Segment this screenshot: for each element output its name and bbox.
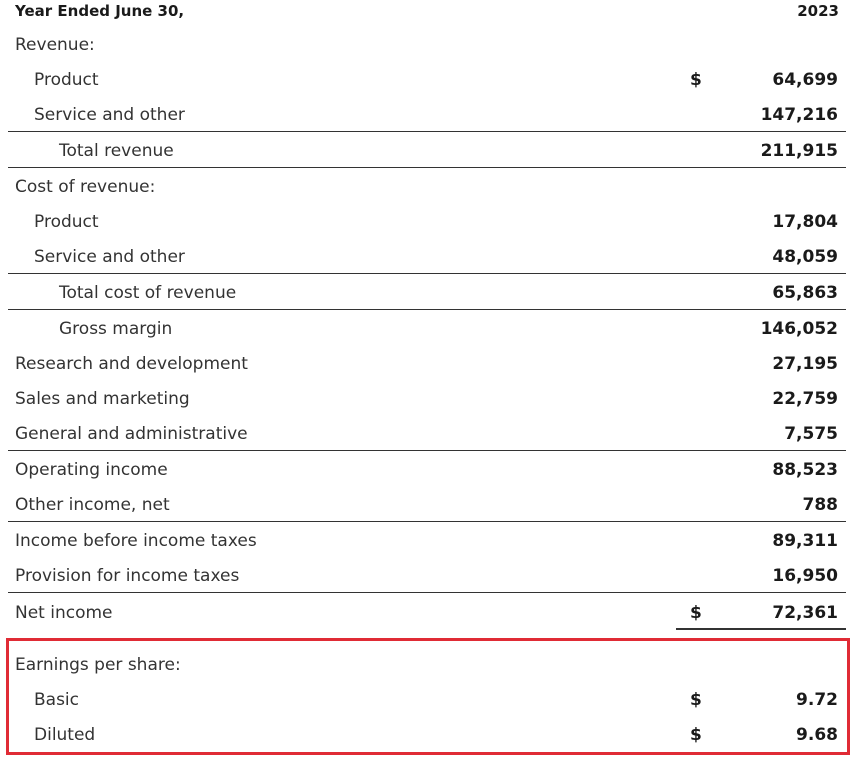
- row-value: 9.72: [796, 690, 838, 710]
- row-label: Provision for income taxes: [15, 566, 240, 586]
- divider: [8, 592, 846, 593]
- currency-symbol: $: [690, 603, 702, 623]
- row-value: 22,759: [772, 389, 838, 409]
- row-label: Basic: [34, 690, 80, 710]
- row-label: General and administrative: [15, 424, 248, 444]
- row-label: Sales and marketing: [15, 389, 190, 409]
- row-value: 9.68: [796, 725, 838, 745]
- table-row: General and administrative 7,575: [0, 416, 859, 451]
- row-value: 72,361: [772, 603, 838, 623]
- row-label: Earnings per share:: [15, 655, 181, 675]
- currency-symbol: $: [690, 70, 702, 90]
- table-row: Sales and marketing 22,759: [0, 381, 859, 416]
- table-row: Service and other 48,059: [0, 239, 859, 274]
- table-row: Operating income 88,523: [0, 452, 859, 487]
- row-label: Net income: [15, 603, 113, 623]
- table-row: Provision for income taxes 16,950: [0, 558, 859, 593]
- table-row: Total cost of revenue 65,863: [0, 275, 859, 310]
- divider: [8, 167, 846, 168]
- row-value: 211,915: [760, 141, 838, 161]
- row-value: 64,699: [772, 70, 838, 90]
- row-label: Research and development: [15, 354, 248, 374]
- row-label: Total revenue: [59, 141, 174, 161]
- row-value: 27,195: [772, 354, 838, 374]
- row-label: Other income, net: [15, 495, 170, 515]
- row-label: Revenue:: [15, 35, 95, 55]
- table-row: Income before income taxes 89,311: [0, 523, 859, 558]
- row-label: Cost of revenue:: [15, 177, 156, 197]
- currency-symbol: $: [690, 690, 702, 710]
- section-heading-earnings-per-share: Earnings per share:: [0, 647, 859, 682]
- row-label: Product: [34, 212, 99, 232]
- table-row: Total revenue 211,915: [0, 133, 859, 168]
- table-row-net-income: Net income $ 72,361: [0, 595, 859, 630]
- row-value: 146,052: [760, 319, 838, 339]
- row-label: Income before income taxes: [15, 531, 257, 551]
- section-heading-revenue: Revenue:: [0, 27, 859, 62]
- period-label: Year Ended June 30,: [15, 2, 185, 20]
- row-label: Gross margin: [59, 319, 173, 339]
- table-row: Other income, net 788: [0, 487, 859, 522]
- row-label: Total cost of revenue: [59, 283, 237, 303]
- year-column-header: 2023: [797, 2, 839, 20]
- table-row: Gross margin 146,052: [0, 311, 859, 346]
- highlight-box: [6, 638, 850, 755]
- divider: [8, 450, 846, 451]
- row-value: 48,059: [772, 247, 838, 267]
- row-value: 788: [802, 495, 839, 515]
- row-label: Diluted: [34, 725, 96, 745]
- table-row: Product $ 64,699: [0, 62, 859, 97]
- row-value: 17,804: [772, 212, 838, 232]
- row-label: Service and other: [34, 105, 185, 125]
- row-value: 65,863: [772, 283, 838, 303]
- row-label: Operating income: [15, 460, 168, 480]
- table-row: Diluted $ 9.68: [0, 717, 859, 752]
- table-row: Research and development 27,195: [0, 346, 859, 381]
- divider: [8, 273, 846, 274]
- row-value: 16,950: [772, 566, 838, 586]
- row-value: 89,311: [772, 531, 838, 551]
- row-label: Service and other: [34, 247, 185, 267]
- row-label: Product: [34, 70, 99, 90]
- table-header: Year Ended June 30, 2023: [0, 0, 859, 26]
- double-underline: [676, 628, 846, 630]
- row-value: 7,575: [784, 424, 838, 444]
- divider: [8, 131, 846, 132]
- row-value: 147,216: [760, 105, 838, 125]
- section-heading-cost-of-revenue: Cost of revenue:: [0, 169, 859, 204]
- divider: [8, 309, 846, 310]
- table-row: Service and other 147,216: [0, 97, 859, 132]
- table-row: Basic $ 9.72: [0, 682, 859, 717]
- divider: [8, 521, 846, 522]
- row-value: 88,523: [772, 460, 838, 480]
- table-row: Product 17,804: [0, 204, 859, 239]
- currency-symbol: $: [690, 725, 702, 745]
